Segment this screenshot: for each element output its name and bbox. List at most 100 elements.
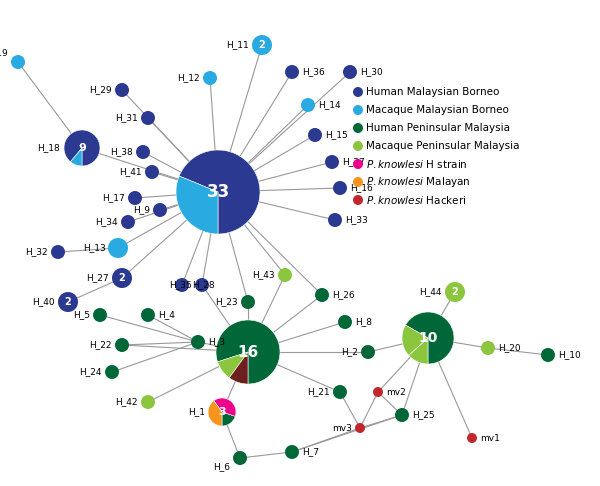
Text: H_26: H_26 — [332, 291, 355, 299]
Wedge shape — [64, 130, 100, 166]
Text: H_29: H_29 — [89, 86, 112, 94]
Circle shape — [112, 268, 132, 288]
Text: H_13: H_13 — [83, 243, 106, 253]
Text: mv3: mv3 — [332, 423, 352, 433]
Circle shape — [481, 341, 495, 355]
Text: H_11: H_11 — [226, 40, 249, 50]
Text: H_10: H_10 — [558, 350, 581, 360]
Circle shape — [233, 451, 247, 465]
Text: H_25: H_25 — [412, 411, 434, 419]
Text: mv1: mv1 — [480, 434, 500, 442]
Circle shape — [121, 215, 135, 229]
Circle shape — [353, 195, 363, 205]
Text: H_7: H_7 — [302, 448, 319, 456]
Circle shape — [175, 278, 189, 292]
Circle shape — [93, 308, 107, 322]
Circle shape — [241, 295, 255, 309]
Text: H_35: H_35 — [169, 280, 192, 290]
Text: H_4: H_4 — [158, 311, 175, 319]
Text: H_21: H_21 — [307, 387, 330, 397]
Text: H_37: H_37 — [342, 157, 365, 167]
Text: 2: 2 — [452, 287, 458, 297]
Wedge shape — [402, 325, 428, 355]
Circle shape — [141, 395, 155, 409]
Wedge shape — [70, 148, 82, 166]
Circle shape — [445, 282, 465, 302]
Circle shape — [541, 348, 555, 362]
Text: H_14: H_14 — [318, 101, 341, 109]
Circle shape — [353, 105, 363, 115]
Wedge shape — [229, 352, 248, 384]
Circle shape — [353, 159, 363, 169]
Circle shape — [58, 292, 78, 312]
Wedge shape — [218, 352, 248, 378]
Text: Human Malaysian Borneo: Human Malaysian Borneo — [366, 87, 499, 97]
Circle shape — [353, 87, 363, 97]
Circle shape — [11, 55, 25, 69]
Circle shape — [141, 111, 155, 125]
Text: $\it{P. knowlesi}$ H strain: $\it{P. knowlesi}$ H strain — [366, 158, 467, 170]
Circle shape — [333, 181, 347, 195]
Text: H_19: H_19 — [0, 49, 8, 57]
Circle shape — [315, 288, 329, 302]
Circle shape — [51, 245, 65, 259]
Text: H_40: H_40 — [32, 297, 55, 307]
Text: H_2: H_2 — [341, 347, 358, 357]
Wedge shape — [176, 176, 218, 234]
Text: 16: 16 — [238, 345, 259, 360]
Text: H_23: H_23 — [215, 297, 238, 307]
Circle shape — [353, 123, 363, 133]
Text: mv2: mv2 — [386, 387, 406, 397]
Text: H_32: H_32 — [25, 247, 48, 257]
Text: H_15: H_15 — [325, 131, 348, 139]
Circle shape — [108, 238, 128, 258]
Circle shape — [191, 335, 205, 349]
Text: H_18: H_18 — [37, 143, 60, 153]
Text: 9: 9 — [78, 143, 86, 153]
Circle shape — [136, 145, 150, 159]
Text: H_43: H_43 — [253, 271, 275, 279]
Wedge shape — [179, 150, 260, 234]
Text: Macaque Peninsular Malaysia: Macaque Peninsular Malaysia — [366, 141, 520, 151]
Circle shape — [373, 387, 383, 397]
Text: H_33: H_33 — [345, 215, 368, 225]
Circle shape — [353, 141, 363, 151]
Circle shape — [115, 338, 129, 352]
Text: $\it{P. knowlesi}$ Hackeri: $\it{P. knowlesi}$ Hackeri — [366, 194, 466, 206]
Text: 3: 3 — [218, 407, 226, 417]
Text: H_22: H_22 — [89, 341, 112, 349]
Text: H_27: H_27 — [86, 274, 109, 282]
Text: $\it{P. knowlesi}$ Malayan: $\it{P. knowlesi}$ Malayan — [366, 175, 470, 189]
Circle shape — [361, 345, 375, 359]
Wedge shape — [214, 398, 236, 417]
Circle shape — [338, 315, 352, 329]
Text: H_38: H_38 — [110, 147, 133, 156]
Wedge shape — [409, 338, 428, 364]
Circle shape — [333, 385, 347, 399]
Text: 2: 2 — [65, 297, 71, 307]
Circle shape — [195, 278, 209, 292]
Circle shape — [203, 71, 217, 85]
Text: Macaque Malaysian Borneo: Macaque Malaysian Borneo — [366, 105, 509, 115]
Text: H_44: H_44 — [419, 288, 442, 296]
Circle shape — [308, 128, 322, 142]
Text: H_5: H_5 — [73, 311, 90, 319]
Text: 10: 10 — [418, 331, 437, 345]
Circle shape — [128, 191, 142, 205]
Text: 33: 33 — [206, 183, 230, 201]
Circle shape — [105, 365, 119, 379]
Text: H_12: H_12 — [178, 73, 200, 83]
Text: 2: 2 — [119, 273, 125, 283]
Circle shape — [395, 408, 409, 422]
Circle shape — [115, 83, 129, 97]
Text: H_30: H_30 — [360, 68, 383, 76]
Text: H_20: H_20 — [498, 344, 521, 352]
Circle shape — [285, 445, 299, 459]
Text: 2: 2 — [259, 40, 265, 50]
Wedge shape — [216, 320, 280, 384]
Text: H_16: H_16 — [350, 184, 373, 192]
Circle shape — [355, 423, 365, 433]
Text: H_42: H_42 — [115, 398, 138, 406]
Circle shape — [145, 165, 159, 179]
Text: H_9: H_9 — [133, 206, 150, 214]
